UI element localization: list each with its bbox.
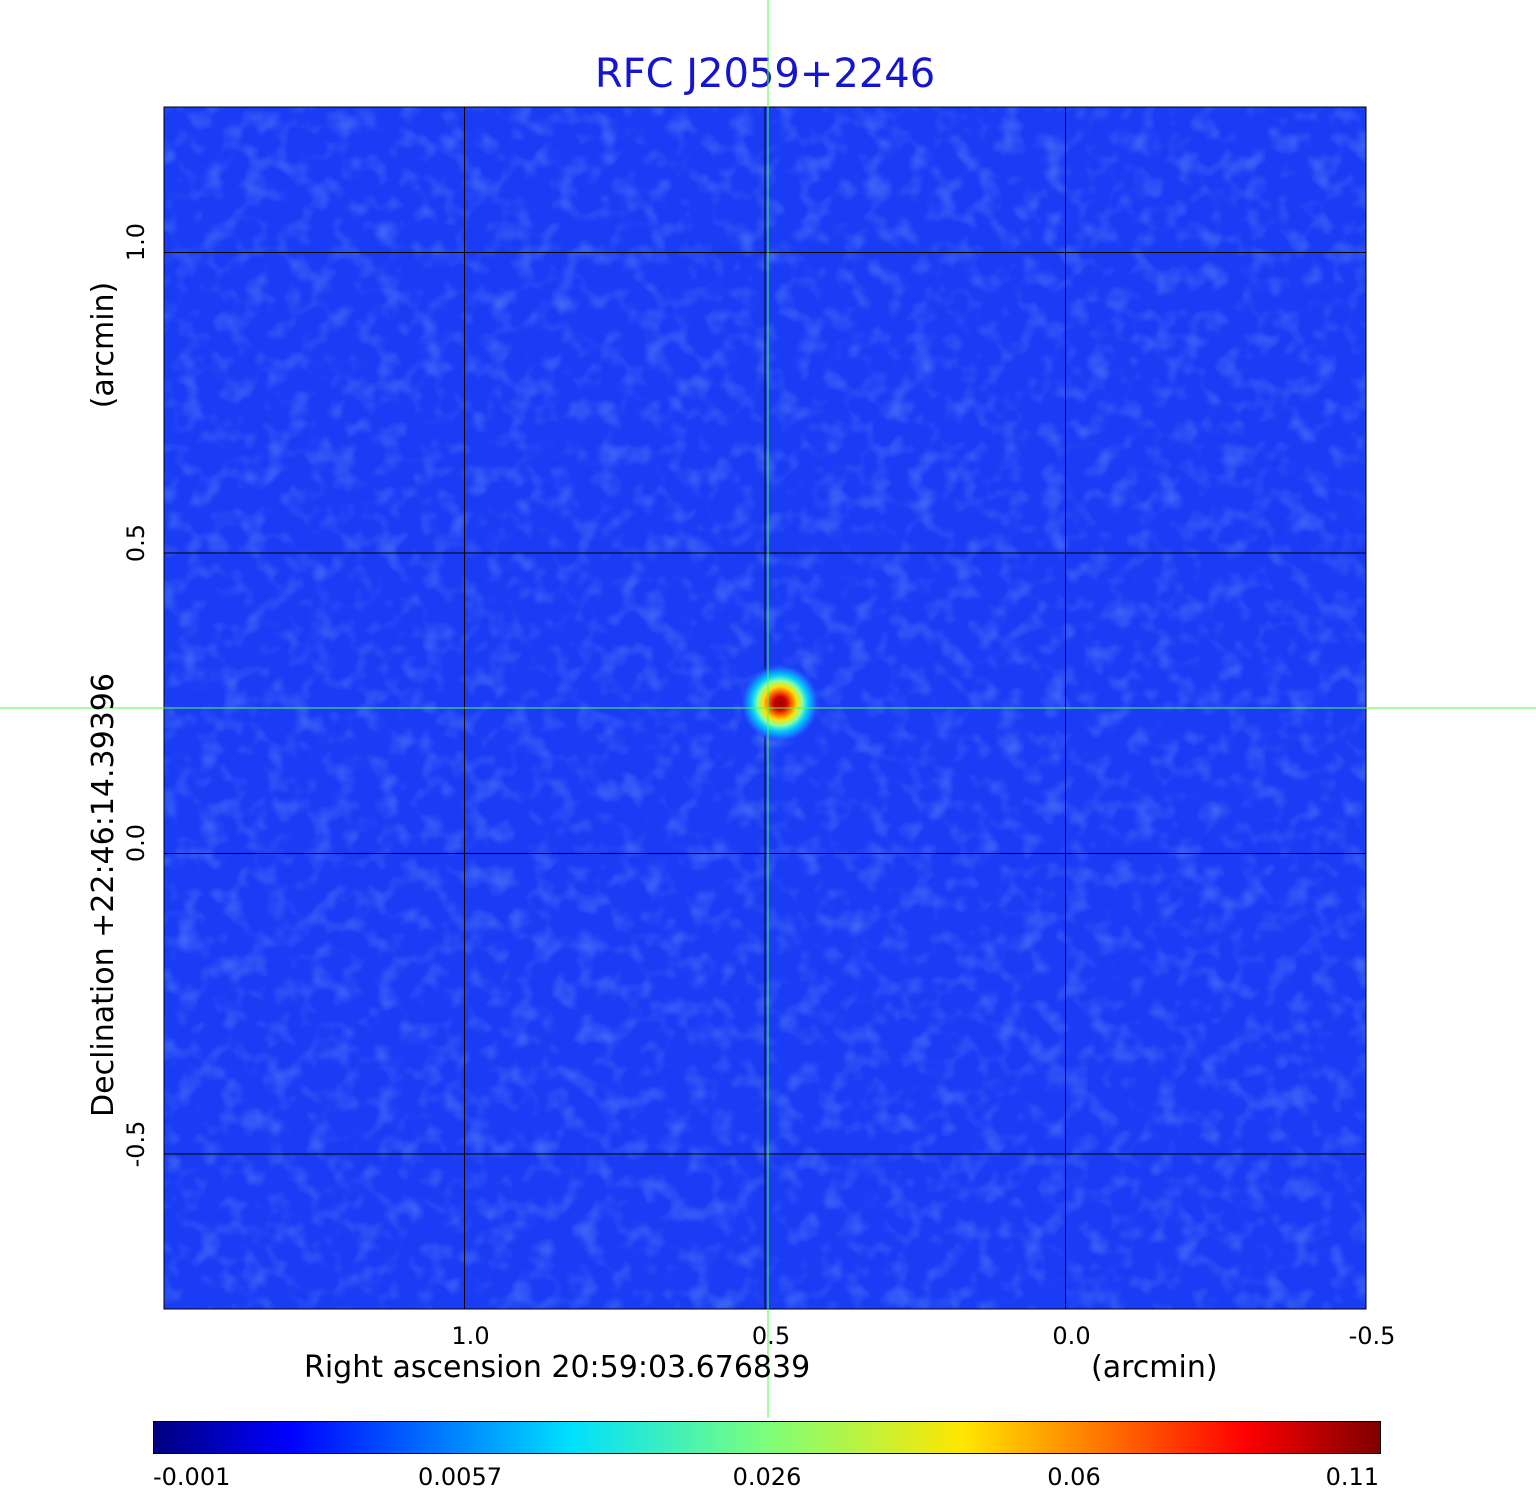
grid-lines (164, 107, 1366, 1309)
y-tick-label: -0.5 (122, 1120, 150, 1168)
colorbar (153, 1421, 1381, 1454)
y-axis-label: Declination +22:46:14.39396 (86, 673, 121, 1117)
x-tick-label: 1.0 (451, 1322, 490, 1350)
y-tick-label: 0.0 (122, 824, 150, 863)
colorbar-tick-label: -0.001 (153, 1463, 231, 1491)
crosshair (0, 0, 1536, 1418)
x-axis-unit: (arcmin) (1091, 1350, 1218, 1385)
chart-title: RFC J2059+2246 (594, 51, 936, 97)
y-axis-unit: (arcmin) (86, 281, 121, 409)
colorbar-tick-label: 0.06 (1047, 1463, 1101, 1491)
colorbar-gradient (154, 1422, 1380, 1453)
x-axis-label: Right ascension 20:59:03.676839 (304, 1350, 811, 1385)
y-tick-label: 0.5 (122, 523, 150, 563)
colorbar-tick-label: 0.0057 (418, 1463, 502, 1491)
colorbar-tick-label: 0.11 (1325, 1463, 1379, 1491)
x-tick-label: -0.5 (1348, 1322, 1396, 1350)
y-tick-label: 1.0 (122, 223, 150, 262)
x-tick-label: 0.5 (751, 1322, 791, 1350)
source-blob (740, 663, 821, 744)
x-tick-label: 0.0 (1052, 1322, 1091, 1350)
colorbar-tick-label: 0.026 (732, 1463, 802, 1491)
